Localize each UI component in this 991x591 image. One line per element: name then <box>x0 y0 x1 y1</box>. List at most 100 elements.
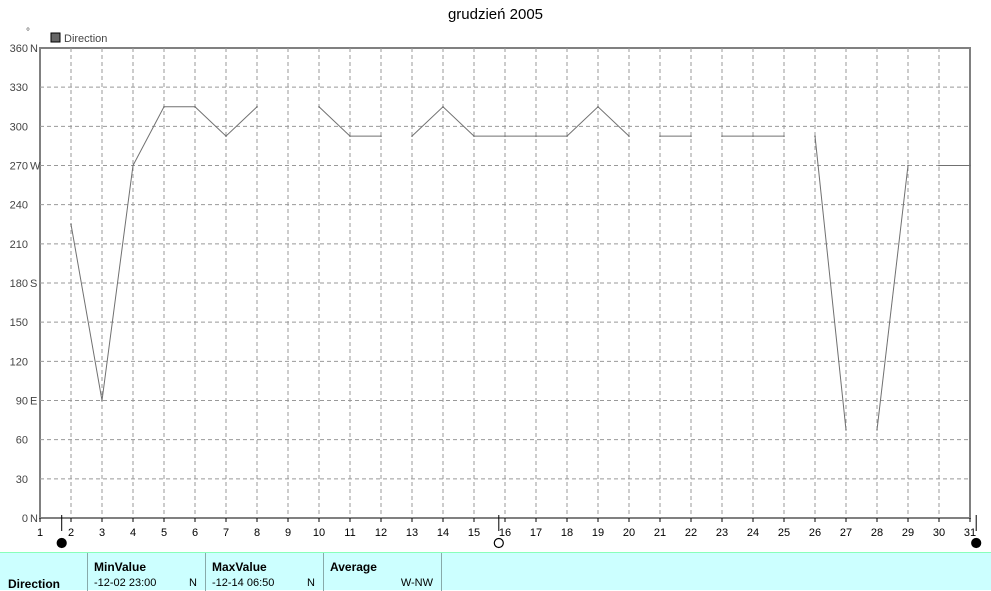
x-tick-label: 6 <box>192 527 198 539</box>
x-tick-label: 14 <box>437 527 449 539</box>
min-value-direction: N <box>189 577 197 589</box>
y-tick-label: 300 <box>10 121 28 133</box>
data-point <box>194 105 196 108</box>
x-tick-label: 28 <box>871 527 883 539</box>
chart-title: grudzień 2005 <box>447 6 544 23</box>
x-tick-label: 5 <box>161 527 167 539</box>
x-tick-label: 24 <box>747 527 759 539</box>
y-tick-direction: E <box>30 396 37 408</box>
data-point <box>473 135 475 137</box>
series-layer <box>70 105 971 431</box>
y-tick-label: 240 <box>10 200 28 212</box>
legend-swatch <box>50 32 61 43</box>
min-value-header: MinValue <box>94 560 147 574</box>
data-point <box>783 135 785 137</box>
data-point <box>349 135 351 137</box>
x-tick-label: 27 <box>840 527 852 539</box>
y-tick-label: 210 <box>10 239 28 251</box>
data-point <box>907 164 909 167</box>
y-tick-label: 150 <box>10 317 28 329</box>
data-point <box>721 135 723 137</box>
data-point <box>969 164 971 167</box>
x-tick-label: 17 <box>530 527 542 539</box>
data-point <box>597 105 599 108</box>
x-tick-label: 15 <box>468 527 480 539</box>
data-point <box>411 135 413 137</box>
x-tick-label: 19 <box>592 527 604 539</box>
x-tick-label: 26 <box>809 527 821 539</box>
x-tick-label: 9 <box>285 527 291 539</box>
data-point <box>659 135 661 137</box>
y-tick-label: 90 <box>16 396 28 408</box>
average-value: W-NW <box>400 577 433 589</box>
grid-layer <box>39 47 971 519</box>
x-tick-label: 8 <box>254 527 260 539</box>
x-tick-label: 30 <box>933 527 945 539</box>
y-tick-direction: W <box>30 161 41 173</box>
new-moon-icon <box>971 537 982 549</box>
data-point <box>380 135 382 137</box>
data-point <box>845 429 847 431</box>
y-tick-label: 60 <box>16 435 28 447</box>
y-tick-label: 180 <box>10 278 28 290</box>
full-moon-icon <box>493 537 504 549</box>
x-tick-label: 11 <box>344 527 355 539</box>
data-point <box>101 399 103 402</box>
y-tick-label: 120 <box>10 356 28 368</box>
average-header: Average <box>330 560 377 574</box>
data-point <box>70 223 72 226</box>
x-tick-label: 16 <box>499 527 511 539</box>
direction-line-segment <box>814 136 847 430</box>
y-tick-label: 0 <box>22 513 28 525</box>
legend-label: Direction <box>64 33 107 45</box>
data-point <box>752 135 754 137</box>
min-value: -12-02 23:00 <box>94 577 157 589</box>
data-point <box>814 135 816 137</box>
x-tick-label: 20 <box>623 527 635 539</box>
data-point <box>225 135 227 137</box>
max-value-direction: N <box>307 577 315 589</box>
data-point <box>535 135 537 137</box>
legend-layer: Direction ° <box>26 27 107 45</box>
data-point <box>628 135 630 137</box>
min-value-cell: MinValue -12-02 23:00 N <box>88 553 206 591</box>
x-tick-label: 21 <box>654 527 666 539</box>
stat-row-label: Direction <box>8 577 61 591</box>
y-tick-direction: S <box>30 278 37 290</box>
x-tick-label: 4 <box>130 527 136 539</box>
data-point <box>876 429 878 431</box>
x-tick-label: 10 <box>313 527 325 539</box>
x-tick-label: 29 <box>902 527 914 539</box>
data-point <box>442 105 444 108</box>
data-point <box>256 105 258 108</box>
x-tick-label: 31 <box>964 527 976 539</box>
max-value-header: MaxValue <box>212 560 267 574</box>
y-tick-direction: N <box>30 43 38 55</box>
max-value: -12-14 06:50 <box>212 577 275 589</box>
data-point <box>318 105 320 108</box>
x-tick-label: 3 <box>99 527 105 539</box>
data-point <box>504 135 506 137</box>
y-tick-label: 270 <box>10 161 28 173</box>
moon-layer <box>56 515 982 549</box>
x-tick-label: 2 <box>68 527 74 539</box>
y-tick-label: 30 <box>16 474 28 486</box>
x-tick-label: 18 <box>561 527 573 539</box>
data-point <box>566 135 568 137</box>
x-tick-label: 1 <box>37 527 43 539</box>
x-tick-label: 7 <box>223 527 229 539</box>
direction-line-segment <box>876 165 909 430</box>
max-value-cell: MaxValue -12-14 06:50 N <box>206 553 324 591</box>
x-tick-label: 22 <box>685 527 697 539</box>
data-point <box>690 135 692 137</box>
y-tick-label: 360 <box>10 43 28 55</box>
data-point <box>938 164 940 167</box>
x-tick-label: 12 <box>375 527 387 539</box>
data-point <box>132 164 134 167</box>
x-tick-label: 23 <box>716 527 728 539</box>
average-cell: Average W-NW <box>324 553 442 591</box>
statistics-panel: Direction MinValue -12-02 23:00 N MaxVal… <box>0 552 991 591</box>
y-tick-label: 330 <box>10 82 28 94</box>
